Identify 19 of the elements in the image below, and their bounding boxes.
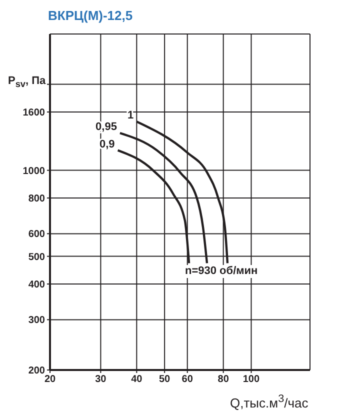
x-axis-title: Q,тыс.м$^{3}$/час [230,393,308,410]
annotation: n=930 об/мин [184,265,259,278]
y-tick-label: 1600 [22,108,46,119]
x-tick-label: 60 [182,374,194,386]
x-tick-label: 30 [95,374,107,386]
y-tick-label: 1000 [22,166,46,177]
y-tick-label: 200 [28,366,46,377]
x-tick-label: 20 [44,374,56,386]
x-tick-label: 80 [218,374,230,386]
x-tick-label: 40 [131,374,143,386]
chart-title: ВКРЦ(М)-12,5 [48,8,133,23]
y-tick-label: 800 [28,194,46,205]
y-tick-label: 400 [28,280,46,291]
x-tick-label: 50 [159,374,171,386]
y-tick-label: 600 [28,229,46,240]
y-tick-label: 300 [28,315,46,326]
x-tick-label: 100 [242,374,260,386]
y-tick-label: 500 [28,252,46,263]
y-axis-title: P$_{sv}$, Па [8,75,46,90]
